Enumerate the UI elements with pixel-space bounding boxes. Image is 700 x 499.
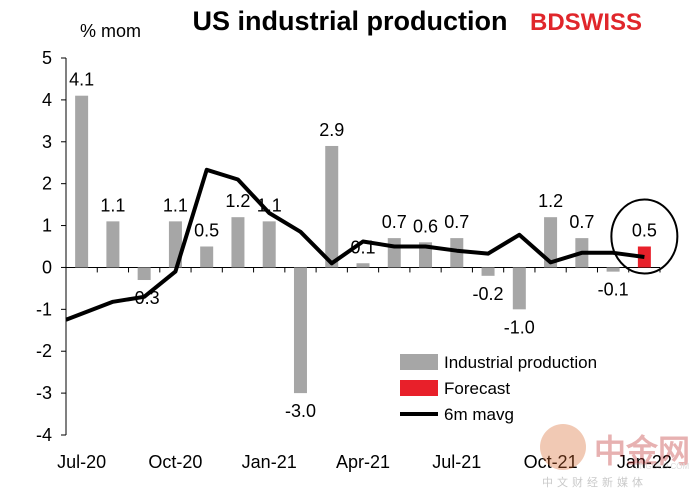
- data-label: 1.1: [257, 195, 282, 215]
- brand-logo: BDSWISS: [530, 9, 642, 37]
- bar-industrial-production: [231, 217, 245, 268]
- bar-industrial-production: [606, 267, 620, 272]
- y-tick-label: -2: [36, 341, 52, 361]
- forecast-circle-annotation: [610, 198, 679, 275]
- x-tick-label: Jan-21: [242, 452, 297, 472]
- data-label: 0.6: [413, 216, 438, 236]
- data-label: -3.0: [285, 401, 316, 421]
- labels-layer: 4.1 1.1 -0.3 1.1 0.5 1.2 1.1 -3.0 2.9 0.1 0.7 0.6 0.…: [69, 70, 679, 421]
- x-tick-label: Jan-22: [617, 452, 672, 472]
- bar-industrial-production: [544, 217, 558, 268]
- watermark-url: CNGOLD.COM: [634, 462, 690, 471]
- bar-industrial-production: [106, 221, 120, 268]
- bar-industrial-production: [137, 267, 151, 281]
- y-axis-unit: % mom: [80, 21, 142, 41]
- bar-industrial-production: [450, 238, 464, 268]
- watermark-logo-icon: [540, 424, 586, 470]
- data-label: 1.2: [225, 191, 250, 211]
- bar-industrial-production: [293, 267, 307, 394]
- legend-swatch-forecast: [400, 380, 438, 396]
- watermark: 中金网 CNGOLD.COM 中文财经新媒体: [540, 424, 690, 494]
- x-tick-label: Apr-21: [336, 452, 390, 472]
- bar-industrial-production: [512, 267, 526, 310]
- x-tick-label: Oct-21: [524, 452, 578, 472]
- bar-industrial-production: [200, 246, 214, 268]
- x-tick-label: Oct-20: [148, 452, 202, 472]
- y-tick-label: 2: [42, 174, 52, 194]
- data-label: 0.5: [194, 221, 219, 241]
- data-label: 1.1: [163, 195, 188, 215]
- line-layer: [65, 167, 645, 322]
- y-tick-label: -3: [36, 383, 52, 403]
- y-tick-label: 0: [42, 257, 52, 277]
- data-label: 4.1: [69, 70, 94, 90]
- bar-industrial-production: [325, 145, 339, 268]
- y-tick-label: 4: [42, 90, 52, 110]
- y-tick-label: -4: [36, 425, 52, 445]
- line-6m-mavg: [65, 167, 645, 322]
- bar-industrial-production: [481, 267, 495, 276]
- data-label: 0.7: [569, 212, 594, 232]
- watermark-name: 中金网: [594, 432, 691, 470]
- data-label: 0.1: [350, 237, 375, 257]
- legend-swatch-industrial-production: [400, 354, 438, 370]
- data-label: 1.2: [538, 191, 563, 211]
- watermark-subtitle: 中文财经新媒体: [542, 476, 647, 489]
- data-label: -0.2: [473, 284, 504, 304]
- bar-industrial-production: [75, 95, 89, 268]
- data-label: 0.7: [444, 212, 469, 232]
- bar-industrial-production: [387, 238, 401, 268]
- bar-industrial-production: [262, 221, 276, 268]
- data-label: 1.1: [100, 195, 125, 215]
- legend-label: Forecast: [444, 379, 510, 398]
- legend-layer: Industrial production Forecast 6m mavg: [400, 353, 597, 424]
- legend-label: 6m mavg: [444, 405, 514, 424]
- data-label: -0.1: [598, 280, 629, 300]
- legend-label: Industrial production: [444, 353, 597, 372]
- bars-layer: [75, 95, 651, 394]
- axes-layer: -4 -3 -2 -1 0 1 2 3 4 5 Jul-20 Oct-20 Jan-21 Apr-21 Ju…: [36, 48, 672, 472]
- data-label: 0.7: [382, 212, 407, 232]
- chart-title: US industrial production: [192, 6, 508, 36]
- x-tick-label: Jul-20: [57, 452, 106, 472]
- data-label: -0.3: [129, 288, 160, 308]
- data-label: -1.0: [504, 317, 535, 337]
- y-tick-label: 5: [42, 48, 52, 68]
- brand-logo-part1: BD: [530, 9, 565, 36]
- x-tick-label: Jul-21: [432, 452, 481, 472]
- data-label: 2.9: [319, 120, 344, 140]
- brand-logo-part2: SWISS: [564, 9, 643, 36]
- y-tick-label: -1: [36, 299, 52, 319]
- y-tick-label: 1: [42, 216, 52, 236]
- y-tick-label: 3: [42, 132, 52, 152]
- bar-industrial-production: [356, 263, 370, 268]
- data-label-forecast: 0.5: [632, 221, 657, 241]
